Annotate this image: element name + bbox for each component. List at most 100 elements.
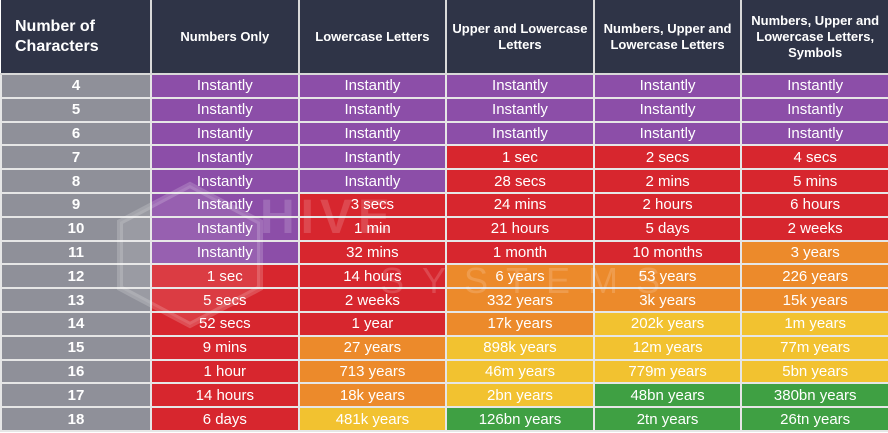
crack-time-cell: 18k years xyxy=(297,382,448,409)
crack-time-cell: 46m years xyxy=(445,358,595,385)
crack-time-cell: Instantly xyxy=(297,96,448,123)
crack-time-cell: 202k years xyxy=(592,310,743,337)
header-upper-lowercase-letters: Upper and Lowercase Letters xyxy=(446,0,595,75)
header-numbers-only: Numbers Only xyxy=(151,0,300,75)
crack-time-cell: 12m years xyxy=(592,334,743,361)
crack-time-cell: 2 weeks xyxy=(740,215,888,242)
crack-time-cell: Instantly xyxy=(297,73,448,99)
crack-time-cell: Instantly xyxy=(150,239,300,266)
crack-time-cell: 15k years xyxy=(740,287,888,313)
header-numbers-upper-lowercase: Numbers, Upper and Lowercase Letters xyxy=(593,0,743,75)
table-row: 7 Instantly Instantly 1 sec 2 secs 4 secs xyxy=(0,144,888,171)
table-row: 17 14 hours 18k years 2bn years 48bn years 38… xyxy=(0,382,888,409)
crack-time-cell: Instantly xyxy=(592,96,743,123)
table-row: 14 52 secs 1 year 17k years 202k years 1m yea… xyxy=(0,310,888,337)
header-numbers-upper-lowercase-symbols: Numbers, Upper and Lowercase Letters, Sy… xyxy=(741,0,888,75)
crack-time-cell: 14 hours xyxy=(150,382,300,409)
table-row: 16 1 hour 713 years 46m years 779m years 5bn … xyxy=(0,358,888,385)
crack-time-cell: Instantly xyxy=(592,120,743,147)
crack-time-cell: 5 secs xyxy=(150,287,300,313)
crack-time-cell: 713 years xyxy=(297,358,448,385)
table-row: 6 Instantly Instantly Instantly Instantly Ins… xyxy=(0,120,888,147)
crack-time-cell: 2 weeks xyxy=(297,287,448,313)
crack-time-cell: 1 hour xyxy=(150,358,300,385)
row-character-count: 16 xyxy=(0,358,152,385)
crack-time-cell: 332 years xyxy=(445,287,595,313)
header-lowercase-letters: Lowercase Letters xyxy=(298,0,448,75)
crack-time-cell: 26tn years xyxy=(740,406,888,432)
crack-time-cell: 21 hours xyxy=(445,215,595,242)
crack-time-cell: 1 month xyxy=(445,239,595,266)
row-character-count: 6 xyxy=(0,120,152,147)
crack-time-cell: 53 years xyxy=(592,263,743,290)
crack-time-cell: 481k years xyxy=(297,406,448,432)
header-row: Number of Characters Numbers Only Lowerc… xyxy=(1,0,888,75)
crack-time-cell: Instantly xyxy=(297,120,448,147)
crack-time-cell: 226 years xyxy=(740,263,888,290)
crack-time-cell: Instantly xyxy=(150,191,300,218)
crack-time-cell: Instantly xyxy=(740,73,888,99)
crack-time-cell: 1 year xyxy=(297,310,448,337)
crack-time-cell: 32 mins xyxy=(297,239,448,266)
crack-time-cell: 17k years xyxy=(445,310,595,337)
table-row: 9 Instantly 3 secs 24 mins 2 hours 6 hours xyxy=(0,191,888,218)
row-character-count: 11 xyxy=(0,239,152,266)
table-row: 4 Instantly Instantly Instantly Instantly Ins… xyxy=(0,73,888,99)
crack-time-cell: 52 secs xyxy=(150,310,300,337)
crack-time-cell: Instantly xyxy=(445,120,595,147)
crack-time-cell: 2tn years xyxy=(592,406,743,432)
row-character-count: 9 xyxy=(0,191,152,218)
crack-time-cell: 28 secs xyxy=(445,168,595,194)
crack-time-cell: 5 days xyxy=(592,215,743,242)
table-row: 13 5 secs 2 weeks 332 years 3k years 15k year… xyxy=(0,287,888,313)
crack-time-cell: Instantly xyxy=(297,144,448,171)
table-body: 4 Instantly Instantly Instantly Instantly Ins… xyxy=(0,73,888,432)
table-row: 10 Instantly 1 min 21 hours 5 days 2 weeks xyxy=(0,215,888,242)
crack-time-cell: Instantly xyxy=(150,144,300,171)
row-character-count: 10 xyxy=(0,215,152,242)
crack-time-cell: 5 mins xyxy=(740,168,888,194)
table-row: 15 9 mins 27 years 898k years 12m years 77m y… xyxy=(0,334,888,361)
crack-time-cell: 1 sec xyxy=(150,263,300,290)
crack-time-cell: 380bn years xyxy=(740,382,888,409)
crack-time-cell: 4 secs xyxy=(740,144,888,171)
crack-time-cell: Instantly xyxy=(150,168,300,194)
table-row: 5 Instantly Instantly Instantly Instantly Ins… xyxy=(0,96,888,123)
table-row: 12 1 sec 14 hours 6 years 53 years 226 years xyxy=(0,263,888,290)
crack-time-cell: 1 sec xyxy=(445,144,595,171)
crack-time-cell: Instantly xyxy=(445,73,595,99)
row-character-count: 4 xyxy=(0,73,152,99)
crack-time-cell: 1 min xyxy=(297,215,448,242)
crack-time-cell: 14 hours xyxy=(297,263,448,290)
row-character-count: 14 xyxy=(0,310,152,337)
crack-time-cell: 3 secs xyxy=(297,191,448,218)
crack-time-cell: Instantly xyxy=(445,96,595,123)
crack-time-cell: 1m years xyxy=(740,310,888,337)
crack-time-cell: 48bn years xyxy=(592,382,743,409)
crack-time-cell: 10 months xyxy=(592,239,743,266)
row-character-count: 15 xyxy=(0,334,152,361)
crack-time-cell: Instantly xyxy=(150,96,300,123)
crack-time-cell: 126bn years xyxy=(445,406,595,432)
crack-time-cell: 6 hours xyxy=(740,191,888,218)
crack-time-cell: 6 years xyxy=(445,263,595,290)
row-character-count: 7 xyxy=(0,144,152,171)
crack-time-cell: 3 years xyxy=(740,239,888,266)
crack-time-cell: 24 mins xyxy=(445,191,595,218)
crack-time-cell: 6 days xyxy=(150,406,300,432)
crack-time-cell: 27 years xyxy=(297,334,448,361)
row-character-count: 13 xyxy=(0,287,152,313)
crack-time-cell: 5bn years xyxy=(740,358,888,385)
crack-time-cell: 2bn years xyxy=(445,382,595,409)
row-character-count: 18 xyxy=(0,406,152,432)
crack-time-cell: Instantly xyxy=(740,120,888,147)
crack-time-cell: 2 secs xyxy=(592,144,743,171)
crack-time-cell: 2 mins xyxy=(592,168,743,194)
crack-time-cell: Instantly xyxy=(592,73,743,99)
table-row: 18 6 days 481k years 126bn years 2tn years 26… xyxy=(0,406,888,432)
crack-time-cell: 3k years xyxy=(592,287,743,313)
table-row: 8 Instantly Instantly 28 secs 2 mins 5 mins xyxy=(0,168,888,194)
crack-time-cell: 779m years xyxy=(592,358,743,385)
